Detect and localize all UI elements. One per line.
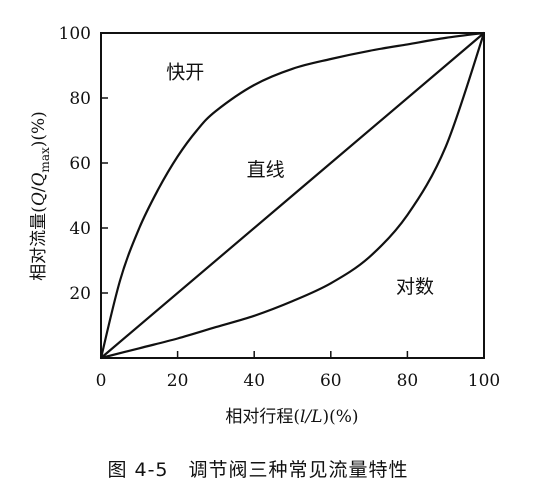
x-tick-label: 40 <box>243 371 265 391</box>
y-tick-label: 60 <box>69 154 91 174</box>
y-tick-label: 100 <box>59 24 91 44</box>
y-tick-label: 40 <box>69 219 91 239</box>
quick-open-curve <box>99 31 485 359</box>
plot-frame <box>100 32 485 359</box>
x-tick-label: 100 <box>468 371 500 391</box>
y-axis-label-slash: / <box>29 186 49 192</box>
figure-caption: 图 4-5 调节阀三种常见流量特性 <box>107 459 408 481</box>
y-tick-label: 80 <box>69 89 91 109</box>
x-axis-label-suffix: )(%) <box>323 407 359 427</box>
logarithmic-curve <box>100 32 486 360</box>
y-axis-label: 相对流量(Q/Qmax)(%) <box>29 111 52 281</box>
y-axis-label-qmax: Q <box>29 173 49 187</box>
x-tick-label: 20 <box>167 371 189 391</box>
y-axis-label-q: Q <box>29 192 49 206</box>
x-axis-label: 相对行程(l/L)(%) <box>225 407 358 427</box>
x-tick-label: 80 <box>397 371 419 391</box>
y-axis-label-prefix: 相对流量( <box>29 206 49 281</box>
series-layer <box>99 31 486 360</box>
x-tick-label: 0 <box>96 371 107 391</box>
linear-curve <box>100 32 485 359</box>
curve-label-linear: 直线 <box>247 159 285 181</box>
y-tick-label: 20 <box>69 284 91 304</box>
y-axis-label-sub: max <box>38 147 52 173</box>
y-axis-label-suffix: )(%) <box>29 111 49 147</box>
x-axis-label-prefix: 相对行程( <box>225 407 300 427</box>
curve-label-quick-open: 快开 <box>166 62 204 84</box>
x-axis-label-var: l/L <box>300 407 322 427</box>
curve-label-logarithmic: 对数 <box>396 276 434 298</box>
ticks: 0 20 40 60 80 100 20 40 60 80 100 <box>59 24 501 391</box>
x-tick-label: 60 <box>320 371 342 391</box>
